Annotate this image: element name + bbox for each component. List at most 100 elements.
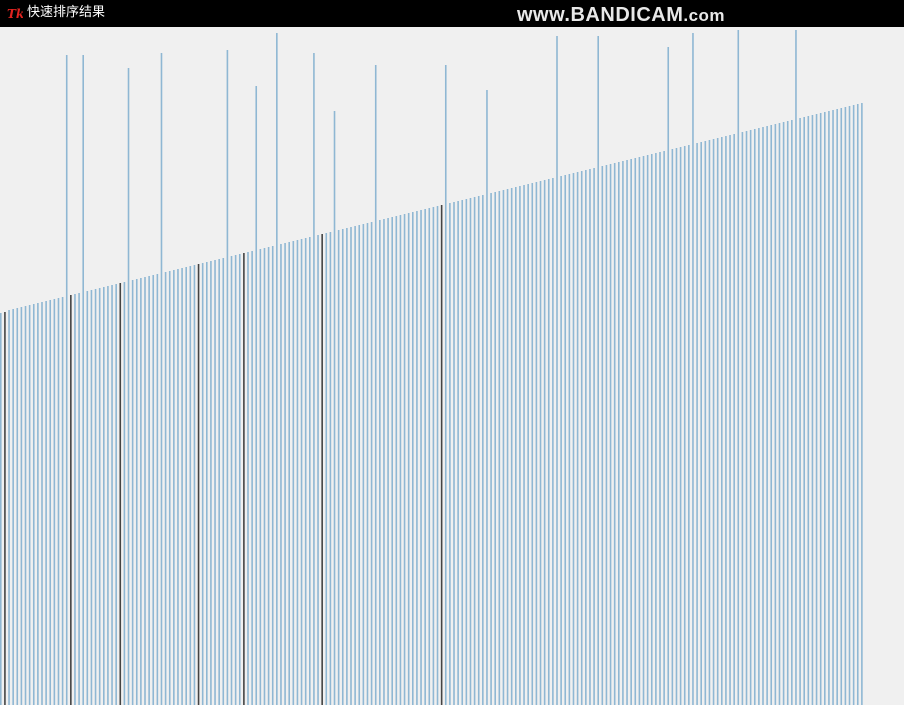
bar bbox=[181, 268, 183, 705]
bar bbox=[251, 251, 253, 705]
bar bbox=[148, 276, 150, 705]
bar bbox=[197, 264, 200, 705]
bar bbox=[144, 277, 146, 705]
bar bbox=[243, 253, 245, 705]
bar bbox=[391, 217, 393, 705]
bar bbox=[597, 36, 599, 705]
bar bbox=[399, 215, 402, 705]
bar bbox=[708, 140, 711, 705]
bar bbox=[201, 263, 204, 705]
bar bbox=[679, 147, 682, 705]
bar bbox=[152, 275, 155, 705]
bar bbox=[729, 135, 731, 705]
bar bbox=[704, 141, 707, 705]
bar bbox=[387, 218, 389, 705]
bar bbox=[852, 105, 855, 705]
bar bbox=[37, 303, 39, 705]
bar bbox=[247, 252, 249, 705]
bar bbox=[296, 240, 299, 705]
bar bbox=[737, 30, 740, 705]
bar bbox=[362, 224, 365, 705]
bar bbox=[98, 288, 101, 705]
bar bbox=[618, 162, 620, 705]
bar bbox=[164, 272, 167, 705]
bar bbox=[131, 280, 134, 705]
bar bbox=[696, 143, 698, 705]
bar bbox=[453, 202, 455, 705]
bar bbox=[317, 235, 319, 705]
bar bbox=[774, 124, 777, 705]
bar bbox=[832, 110, 834, 705]
bar bbox=[515, 187, 517, 705]
bar bbox=[469, 198, 472, 705]
bar bbox=[523, 185, 525, 705]
bar bbox=[634, 158, 637, 705]
bar bbox=[856, 104, 859, 705]
bar bbox=[65, 55, 68, 705]
bar bbox=[655, 153, 657, 705]
bar bbox=[24, 306, 27, 705]
bar bbox=[57, 298, 60, 705]
bar bbox=[556, 36, 558, 705]
bar bbox=[309, 237, 311, 705]
bar bbox=[403, 214, 406, 705]
bar bbox=[210, 261, 212, 705]
bar bbox=[659, 152, 661, 705]
bar bbox=[815, 114, 818, 705]
bar bbox=[725, 136, 727, 705]
bar bbox=[667, 47, 670, 705]
bar bbox=[222, 258, 225, 705]
bar bbox=[498, 191, 501, 705]
bar bbox=[238, 254, 241, 705]
bar bbox=[741, 132, 744, 705]
bar bbox=[510, 188, 513, 705]
bar bbox=[527, 184, 529, 705]
bar bbox=[692, 33, 694, 705]
bar bbox=[490, 193, 492, 705]
bar bbox=[622, 161, 624, 705]
bar bbox=[609, 164, 612, 705]
bar bbox=[263, 248, 266, 705]
bar bbox=[173, 270, 175, 705]
bar bbox=[206, 262, 208, 705]
bar bbox=[193, 265, 196, 705]
bar bbox=[321, 234, 323, 705]
bar bbox=[688, 145, 690, 705]
bar bbox=[824, 112, 826, 705]
bar bbox=[395, 216, 398, 705]
bar bbox=[749, 130, 752, 705]
bar bbox=[486, 90, 488, 705]
bar bbox=[28, 305, 31, 705]
bar bbox=[663, 151, 665, 705]
bar bbox=[267, 247, 270, 705]
bar bbox=[70, 295, 72, 705]
bar bbox=[799, 118, 801, 705]
bar bbox=[94, 289, 97, 705]
sort-canvas bbox=[0, 27, 904, 705]
bar bbox=[189, 266, 192, 705]
bar bbox=[721, 137, 723, 705]
bar bbox=[440, 205, 443, 705]
bar bbox=[177, 269, 179, 705]
bar bbox=[758, 128, 760, 705]
bar bbox=[576, 172, 579, 705]
bar bbox=[803, 117, 805, 705]
bar bbox=[111, 285, 113, 705]
bar bbox=[412, 212, 414, 705]
bar bbox=[539, 181, 542, 705]
bar bbox=[593, 168, 595, 705]
window-titlebar[interactable]: Tk 快速排序结果 www.BANDICAM.com bbox=[0, 0, 904, 27]
bar bbox=[304, 238, 307, 705]
bar bbox=[292, 241, 295, 705]
bar bbox=[119, 283, 122, 705]
bar bbox=[383, 219, 385, 705]
bar bbox=[745, 131, 748, 705]
bar bbox=[407, 213, 410, 705]
bar bbox=[61, 297, 64, 705]
bar bbox=[601, 166, 604, 705]
bar bbox=[552, 178, 554, 705]
bar bbox=[461, 200, 464, 705]
bar bbox=[630, 159, 632, 705]
bar bbox=[53, 299, 56, 705]
bar bbox=[762, 127, 764, 705]
